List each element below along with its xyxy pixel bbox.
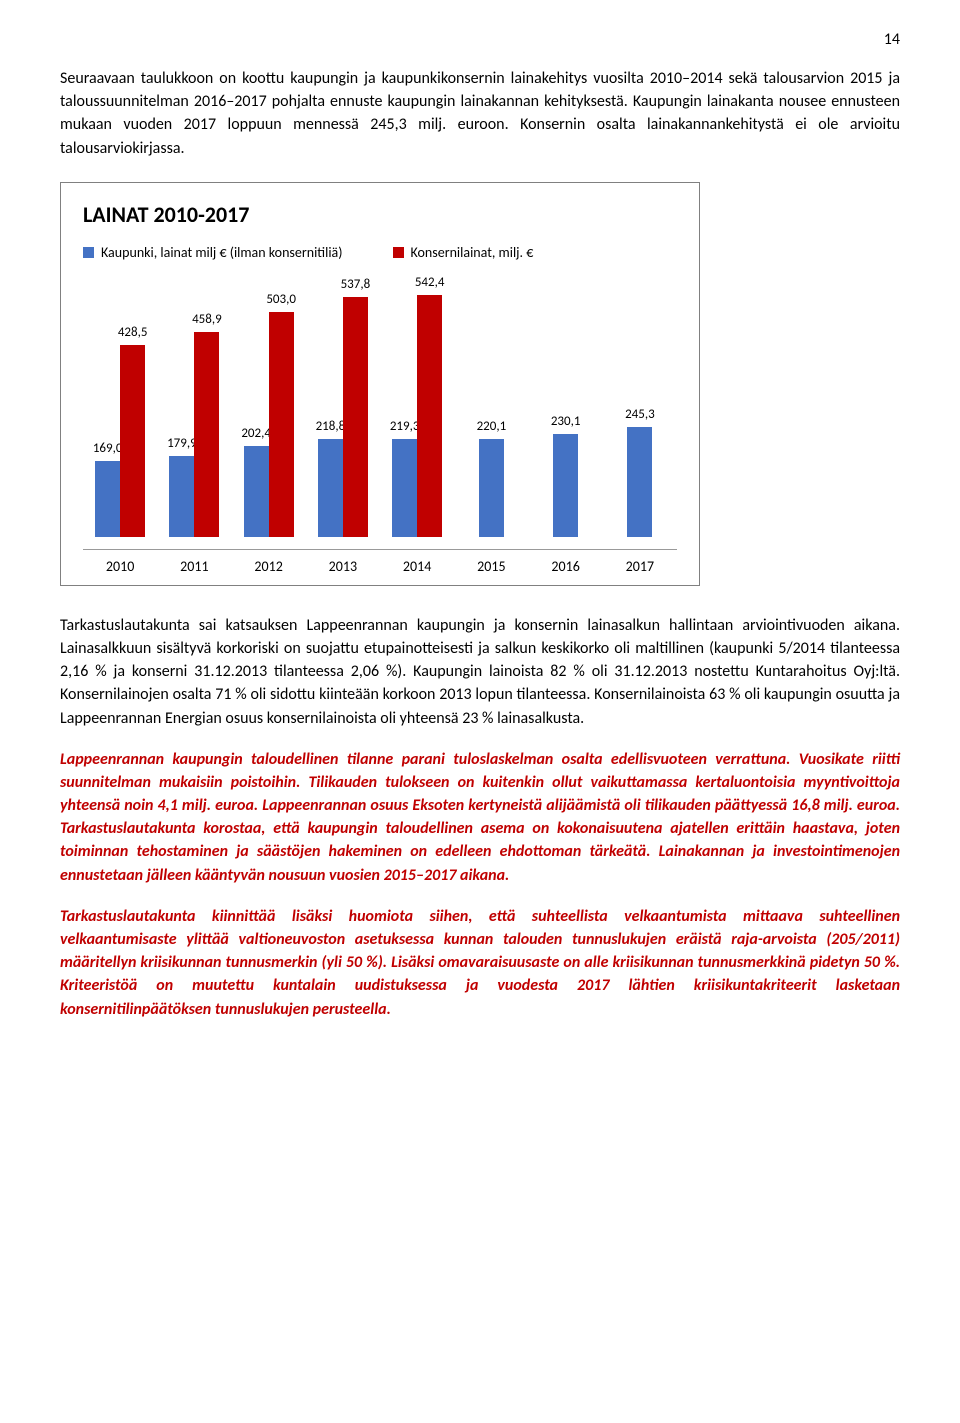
bar-label: 179,9 <box>167 436 197 451</box>
legend-label-group: Konsernilainat, milj. € <box>411 244 534 261</box>
x-tick: 2013 <box>309 558 377 575</box>
year-group: 245,3 <box>606 427 674 537</box>
year-group: 218,8537,8 <box>309 297 377 537</box>
bar-group: 542,4 <box>417 295 442 537</box>
chart-title: LAINAT 2010-2017 <box>83 201 677 228</box>
chart-legend: Kaupunki, lainat milj € (ilman konsernit… <box>83 244 677 261</box>
bar-city: 245,3 <box>627 427 652 537</box>
bar-label: 537,8 <box>341 277 371 292</box>
analysis-paragraph: Tarkastuslautakunta sai katsauksen Lappe… <box>60 614 900 730</box>
x-tick: 2016 <box>532 558 600 575</box>
bar-label: 503,0 <box>266 292 296 307</box>
bar-label: 230,1 <box>551 414 581 429</box>
x-tick: 2017 <box>606 558 674 575</box>
legend-swatch-group <box>393 247 404 258</box>
bar-group: 503,0 <box>269 312 294 537</box>
year-group: 179,9458,9 <box>160 332 228 537</box>
bar-label: 542,4 <box>415 275 445 290</box>
bar-city: 219,3 <box>392 439 417 537</box>
x-tick: 2010 <box>86 558 154 575</box>
bar-group: 537,8 <box>343 297 368 537</box>
conclusion-paragraph-2: Tarkastuslautakunta kiinnittää lisäksi h… <box>60 905 900 1021</box>
bar-label: 169,0 <box>93 441 123 456</box>
chart-plot-area: 169,0428,5179,9458,9202,4503,0218,8537,8… <box>83 287 677 567</box>
bar-city: 220,1 <box>479 439 504 537</box>
bar-label: 220,1 <box>477 419 507 434</box>
legend-item-group: Konsernilainat, milj. € <box>393 244 534 261</box>
bar-city: 179,9 <box>169 456 194 536</box>
x-tick: 2014 <box>383 558 451 575</box>
bar-group: 428,5 <box>120 345 145 536</box>
bar-label: 219,3 <box>390 419 420 434</box>
intro-paragraph: Seuraavaan taulukkoon on koottu kaupungi… <box>60 67 900 160</box>
bar-label: 218,8 <box>316 419 346 434</box>
x-tick: 2015 <box>457 558 525 575</box>
bar-group: 458,9 <box>194 332 219 537</box>
x-tick: 2012 <box>235 558 303 575</box>
year-group: 230,1 <box>532 434 600 537</box>
conclusion-paragraph-1: Lappeenrannan kaupungin taloudellinen ti… <box>60 748 900 887</box>
year-group: 169,0428,5 <box>86 345 154 536</box>
bar-label: 458,9 <box>192 312 222 327</box>
bar-label: 202,4 <box>241 426 271 441</box>
bar-city: 202,4 <box>244 446 269 536</box>
legend-label-city: Kaupunki, lainat milj € (ilman konsernit… <box>101 244 343 261</box>
year-group: 202,4503,0 <box>235 312 303 537</box>
page-number: 14 <box>60 30 900 49</box>
loans-chart: LAINAT 2010-2017 Kaupunki, lainat milj €… <box>60 182 700 586</box>
year-group: 220,1 <box>457 439 525 537</box>
bar-city: 169,0 <box>95 461 120 536</box>
bar-label: 428,5 <box>118 325 148 340</box>
legend-swatch-city <box>83 247 94 258</box>
x-tick: 2011 <box>160 558 228 575</box>
year-group: 219,3542,4 <box>383 295 451 537</box>
bar-label: 245,3 <box>625 407 655 422</box>
chart-bars: 169,0428,5179,9458,9202,4503,0218,8537,8… <box>83 287 677 537</box>
chart-x-axis: 2010 2011 2012 2013 2014 2015 2016 2017 <box>83 549 677 575</box>
bar-city: 230,1 <box>553 434 578 537</box>
legend-item-city: Kaupunki, lainat milj € (ilman konsernit… <box>83 244 343 261</box>
bar-city: 218,8 <box>318 439 343 537</box>
